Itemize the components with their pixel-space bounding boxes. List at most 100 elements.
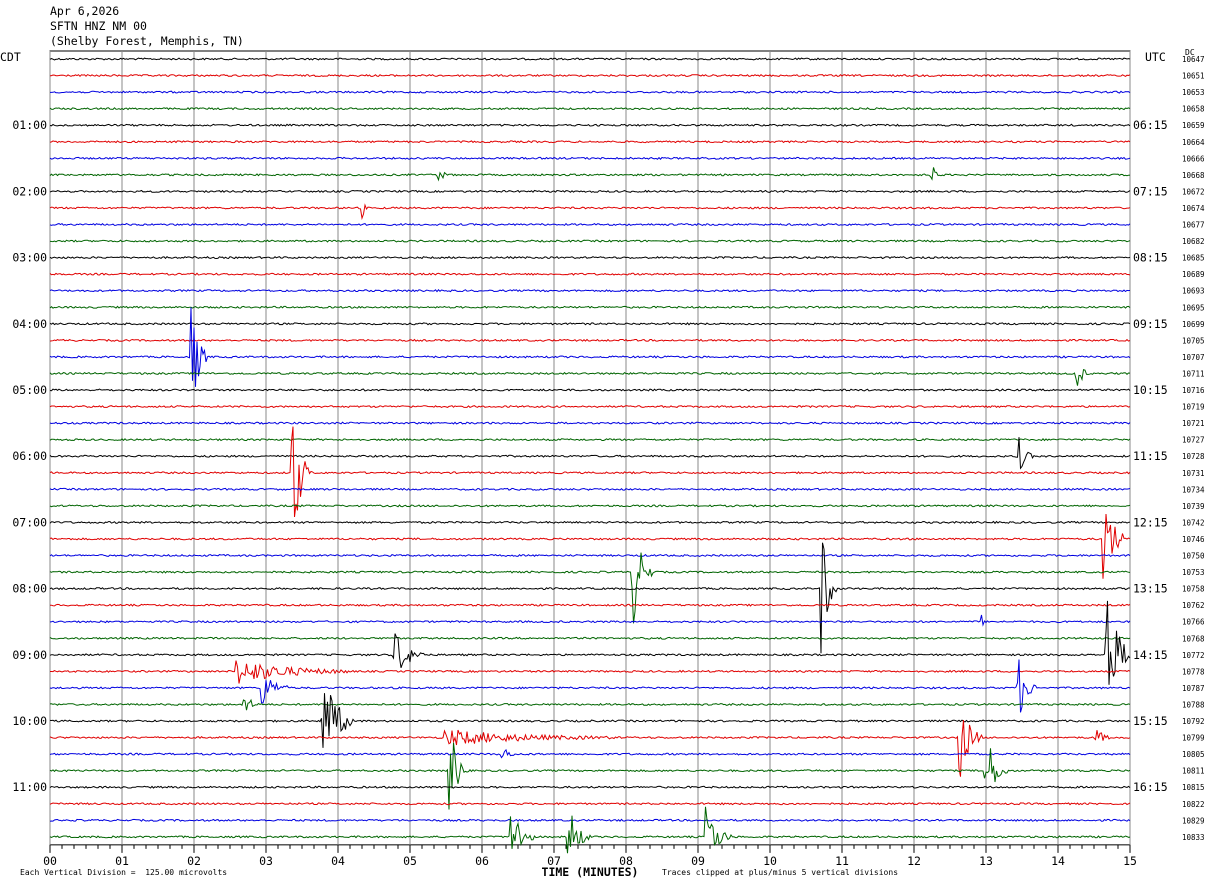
right-hour-label: 08:15 xyxy=(1133,251,1168,265)
seismic-trace xyxy=(49,404,1131,409)
dc-offset-label: 10695 xyxy=(1182,303,1205,312)
dc-offset-label: 10707 xyxy=(1182,353,1205,362)
seismic-trace xyxy=(49,785,1131,789)
x-tick-label: 08 xyxy=(619,854,633,868)
seismic-trace xyxy=(49,720,1131,777)
dc-offset-label: 10805 xyxy=(1182,750,1205,759)
clip-note: Traces clipped at plus/minus 5 vertical … xyxy=(662,868,899,877)
seismic-trace xyxy=(49,504,1131,508)
x-tick-label: 13 xyxy=(979,854,993,868)
x-axis-label: TIME (MINUTES) xyxy=(541,865,639,879)
dc-offset-label: 10778 xyxy=(1182,667,1205,676)
left-hour-label: 09:00 xyxy=(12,648,47,662)
seismic-trace xyxy=(49,438,1131,442)
seismic-trace xyxy=(49,107,1131,111)
dc-offset-label: 10651 xyxy=(1182,72,1205,81)
header-location: (Shelby Forest, Memphis, TN) xyxy=(50,34,244,48)
dc-offset-label: 10653 xyxy=(1182,88,1205,97)
left-hour-label: 06:00 xyxy=(12,449,47,463)
dc-offset-label: 10682 xyxy=(1182,237,1205,246)
right-hour-label: 06:15 xyxy=(1133,118,1168,132)
dc-offset-label: 10750 xyxy=(1182,552,1205,561)
seismic-trace xyxy=(49,542,1130,654)
left-timezone-label: CDT xyxy=(0,50,21,64)
seismic-trace xyxy=(49,203,1131,221)
dc-offset-label: 10742 xyxy=(1182,518,1205,527)
seismic-trace xyxy=(49,614,1131,627)
dc-offset-label: 10711 xyxy=(1182,369,1205,378)
dc-offset-label: 10799 xyxy=(1182,734,1205,743)
dc-offset-label: 10699 xyxy=(1182,320,1205,329)
x-tick-label: 03 xyxy=(259,854,273,868)
left-hour-label: 02:00 xyxy=(12,184,47,198)
seismic-trace xyxy=(49,289,1131,293)
dc-label: DC xyxy=(1185,48,1195,57)
x-tick-label: 15 xyxy=(1123,854,1137,868)
dc-offset-label: 10668 xyxy=(1182,171,1205,180)
dc-offset-label: 10721 xyxy=(1182,419,1205,428)
seismic-trace xyxy=(49,600,1131,685)
seismic-trace xyxy=(49,255,1131,260)
seismic-trace xyxy=(49,222,1131,227)
right-hour-label: 12:15 xyxy=(1133,515,1168,529)
seismic-trace xyxy=(49,636,1131,640)
dc-offset-label: 10728 xyxy=(1182,452,1205,461)
right-hour-label: 16:15 xyxy=(1133,780,1168,794)
dc-offset-label: 10739 xyxy=(1182,502,1205,511)
x-tick-label: 04 xyxy=(331,854,345,868)
seismic-trace xyxy=(50,90,1131,94)
dc-offset-label: 10659 xyxy=(1182,121,1205,130)
seismic-trace xyxy=(49,659,1131,713)
scale-note: Each Vertical Division = 125.00 microvol… xyxy=(20,868,228,877)
dc-offset-label: 10664 xyxy=(1182,138,1205,147)
seismic-trace xyxy=(49,426,1131,518)
dc-offset-label: 10833 xyxy=(1182,833,1205,842)
dc-offset-label: 10768 xyxy=(1182,634,1205,643)
dc-offset-label: 10762 xyxy=(1182,601,1205,610)
dc-offset-label: 10716 xyxy=(1182,386,1205,395)
seismic-trace xyxy=(49,140,1131,144)
dc-offset-label: 10674 xyxy=(1182,204,1205,213)
seismic-trace xyxy=(49,742,1131,810)
seismic-trace xyxy=(49,189,1131,193)
seismic-trace xyxy=(49,305,1131,309)
x-tick-label: 01 xyxy=(115,854,129,868)
seismic-trace xyxy=(49,368,1131,386)
dc-offset-label: 10815 xyxy=(1182,783,1205,792)
seismic-trace xyxy=(49,123,1131,127)
seismic-trace xyxy=(49,57,1131,61)
dc-offset-label: 10685 xyxy=(1182,254,1205,263)
right-timezone-label: UTC xyxy=(1145,50,1166,64)
x-tick-label: 10 xyxy=(763,854,777,868)
dc-offset-label: 10746 xyxy=(1182,535,1205,544)
left-hour-label: 04:00 xyxy=(12,317,47,331)
seismic-trace xyxy=(49,487,1131,491)
left-hour-label: 07:00 xyxy=(12,515,47,529)
right-hour-label: 09:15 xyxy=(1133,317,1168,331)
dc-offset-label: 10689 xyxy=(1182,270,1205,279)
seismic-trace xyxy=(49,818,1131,822)
x-tick-label: 12 xyxy=(907,854,921,868)
dc-offset-label: 10753 xyxy=(1182,568,1205,577)
seismic-trace xyxy=(49,802,1131,806)
left-hour-label: 08:00 xyxy=(12,582,47,596)
dc-offset-label: 10647 xyxy=(1182,55,1205,64)
seismic-trace xyxy=(49,437,1131,470)
seismic-trace xyxy=(49,553,1131,558)
seismic-trace xyxy=(49,520,1131,525)
seismic-trace xyxy=(49,338,1131,342)
dc-offset-label: 10788 xyxy=(1182,700,1205,709)
x-tick-label: 00 xyxy=(43,854,57,868)
dc-offset-label: 10719 xyxy=(1182,403,1205,412)
right-hour-label: 13:15 xyxy=(1133,582,1168,596)
dc-offset-label: 10693 xyxy=(1182,287,1205,296)
right-hour-label: 07:15 xyxy=(1133,184,1168,198)
dc-offset-label: 10666 xyxy=(1182,154,1205,163)
seismic-trace xyxy=(49,552,1131,624)
right-hour-label: 14:15 xyxy=(1133,648,1168,662)
right-hour-label: 10:15 xyxy=(1133,383,1168,397)
seismic-trace xyxy=(49,806,1131,854)
seismic-trace xyxy=(49,748,1131,759)
dc-offset-label: 10658 xyxy=(1182,105,1205,114)
